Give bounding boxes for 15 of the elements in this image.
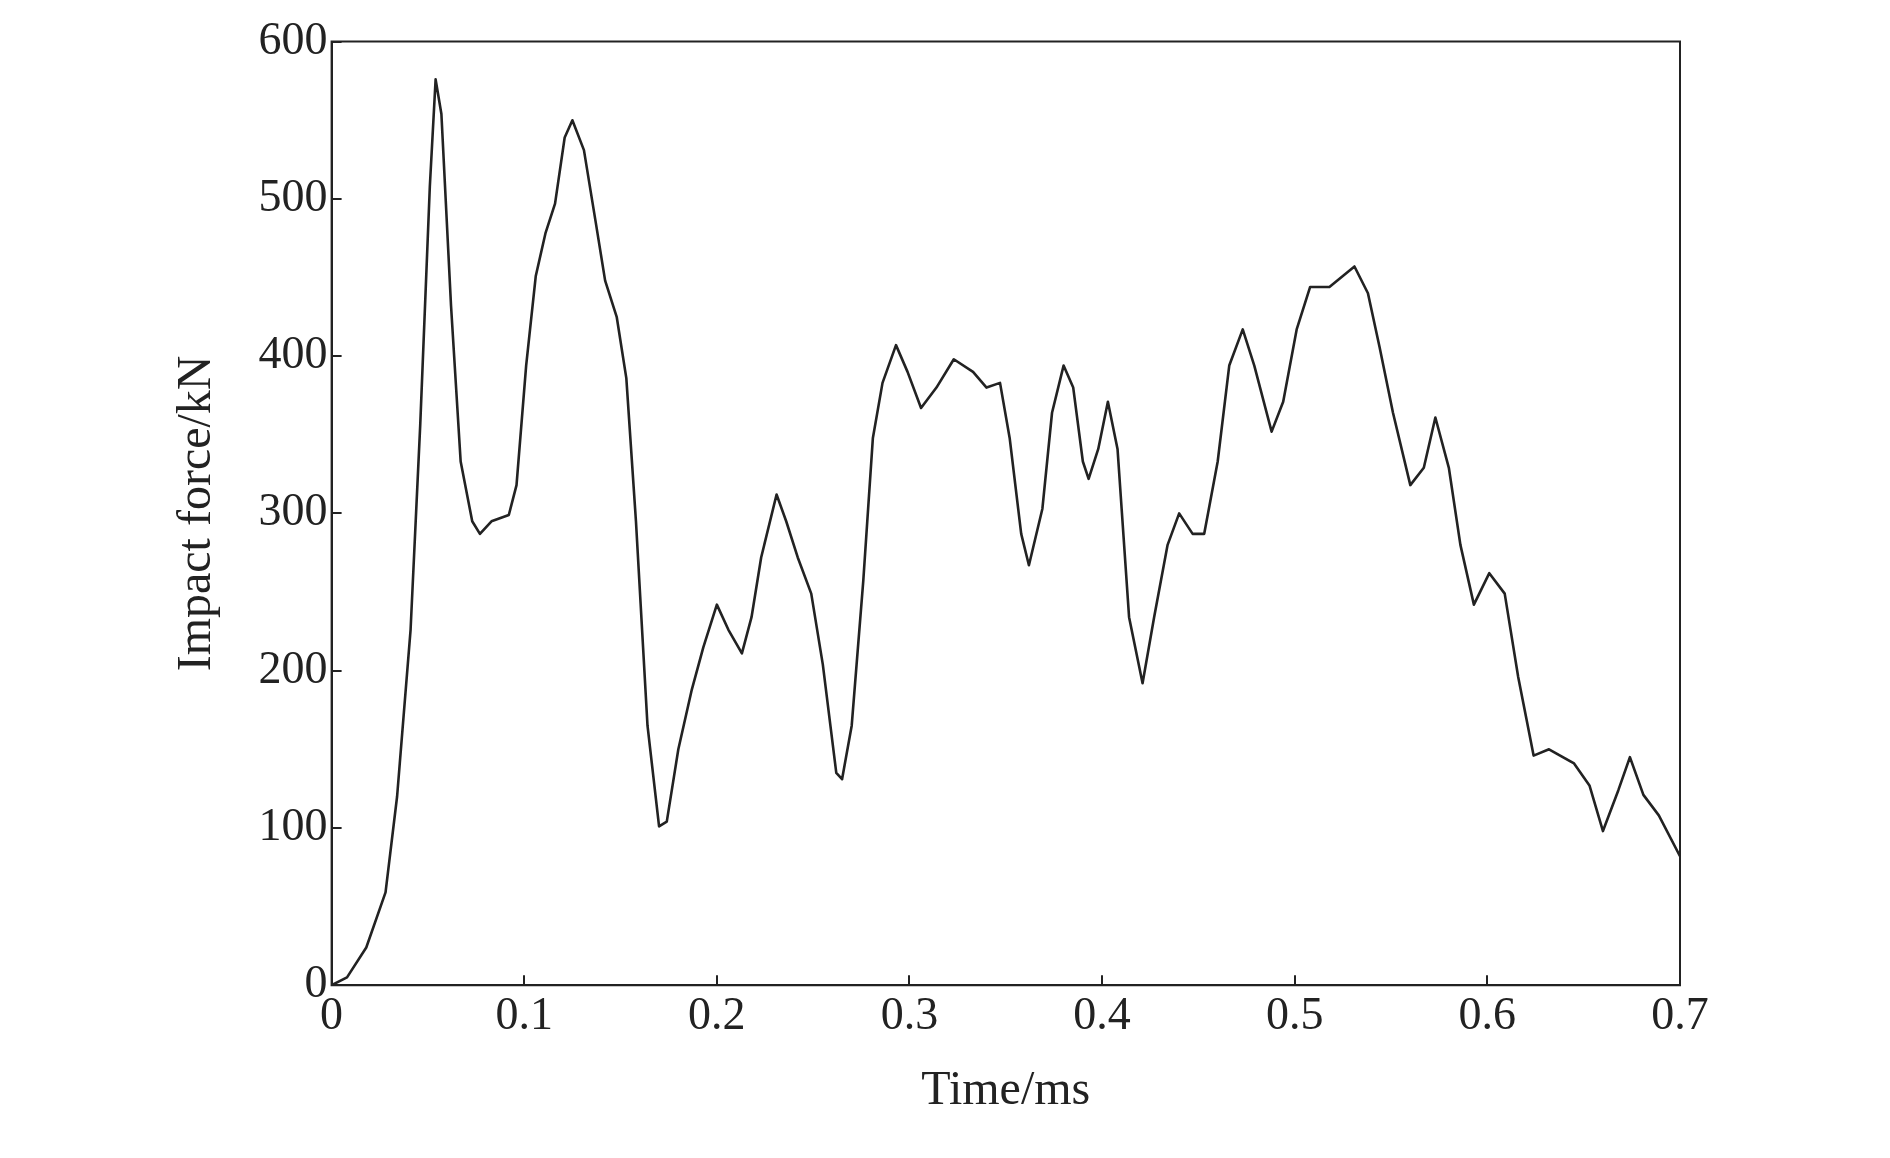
x-tick-label: 0.3 (880, 987, 939, 1039)
x-tick-label: 0.6 (1458, 987, 1517, 1039)
y-tick-label: 400 (258, 327, 328, 379)
x-tick-label: 0.4 (1073, 987, 1131, 1039)
x-tick-label: 0.1 (495, 987, 553, 1039)
y-tick-label: 500 (258, 169, 328, 221)
x-axis-title: Time/ms (921, 1060, 1091, 1114)
x-tick-label: 0.7 (1651, 987, 1709, 1039)
y-tick-label: 300 (258, 484, 328, 536)
y-tick-label: 100 (258, 799, 328, 851)
x-tick-label: 0.5 (1265, 987, 1324, 1039)
y-tick-label: 600 (258, 12, 328, 64)
y-axis-title: Impact force/kN (167, 355, 221, 672)
x-tick-label: 0.2 (688, 987, 746, 1039)
y-tick-label: 200 (258, 641, 328, 693)
